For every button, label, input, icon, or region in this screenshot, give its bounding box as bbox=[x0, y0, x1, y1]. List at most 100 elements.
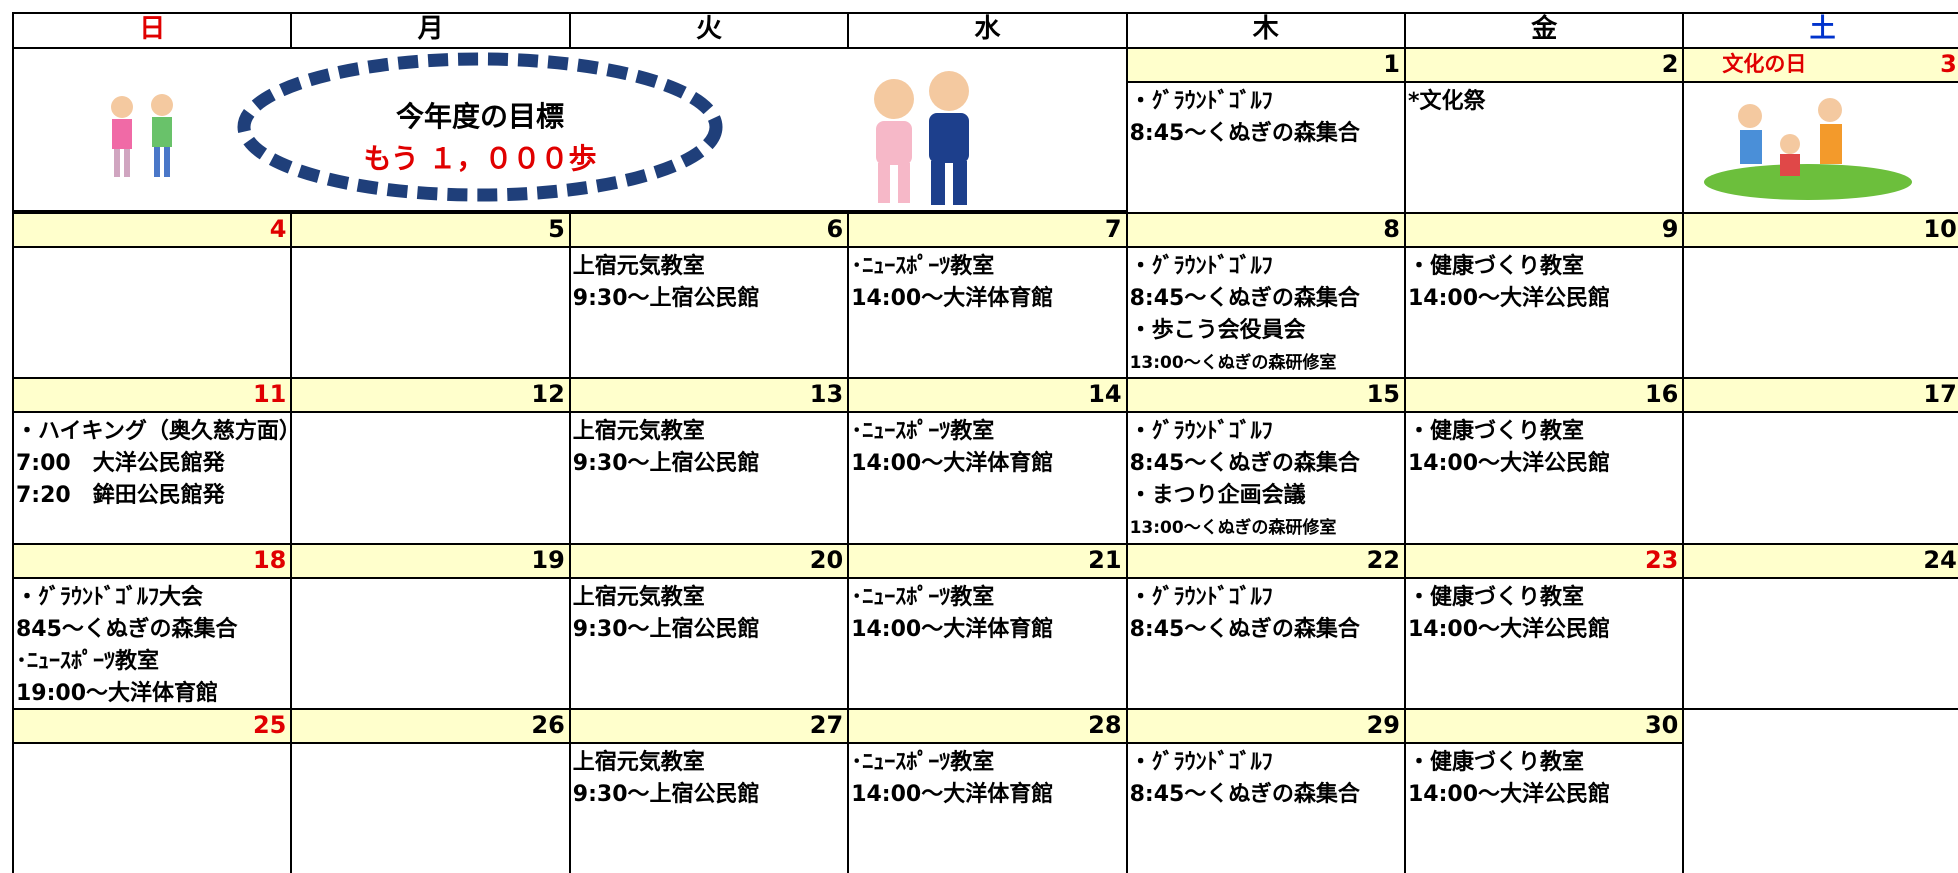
date-row: 14 bbox=[847, 377, 1128, 414]
date-row: 23 bbox=[1404, 542, 1685, 579]
date-row: 28 bbox=[847, 707, 1128, 744]
date-row: 7 bbox=[847, 212, 1128, 249]
goal-title: 今年度の目標 bbox=[395, 100, 564, 133]
day-cell: ・健康づくり教室 14:00～大洋公民館 bbox=[1404, 576, 1685, 710]
event-text: ・ｸﾞﾗｳﾝﾄﾞｺﾞﾙﾌ bbox=[1129, 419, 1273, 445]
event-text: 7:00 大洋公民館発 bbox=[16, 451, 225, 477]
event-text: 8:45～くぬぎの森集合 bbox=[1129, 286, 1360, 312]
date-row: 19 bbox=[290, 542, 571, 579]
day-cell: ･ﾆｭｰｽﾎﾟｰﾂ教室 14:00～大洋体育館 bbox=[847, 411, 1128, 545]
date-row: 20 bbox=[568, 542, 850, 579]
date-row: 13 bbox=[568, 377, 850, 414]
date-row: 22 bbox=[1125, 542, 1406, 579]
day-cell bbox=[290, 411, 571, 545]
day-cell bbox=[12, 246, 293, 380]
date-number: 1 bbox=[1383, 50, 1400, 78]
date-number: 9 bbox=[1661, 215, 1679, 244]
event-text: ・まつり企画会議 bbox=[1129, 483, 1306, 509]
date-row: 27 bbox=[568, 707, 850, 744]
date-row: 10 bbox=[1682, 212, 1958, 249]
day-cell bbox=[1682, 576, 1958, 710]
event-text: 8:45～くぬぎの森集合 bbox=[1129, 451, 1360, 477]
event-text: 上宿元気教室 bbox=[572, 749, 705, 775]
date-row: 4 bbox=[12, 212, 293, 249]
weekday-header: 月 bbox=[290, 12, 571, 49]
day-cell: 上宿元気教室 9:30～上宿公民館 bbox=[568, 246, 850, 380]
day-cell bbox=[1682, 81, 1958, 215]
date-number: 19 bbox=[531, 545, 565, 574]
date-number: 7 bbox=[1104, 215, 1122, 244]
event-text: ・健康づくり教室 bbox=[1408, 749, 1585, 775]
weekday-header: 水 bbox=[847, 12, 1128, 49]
day-cell bbox=[1682, 246, 1958, 380]
day-cell: ・ｸﾞﾗｳﾝﾄﾞｺﾞﾙﾌ 8:45～くぬぎの森集合 bbox=[1125, 576, 1406, 710]
date-number: 2 bbox=[1661, 50, 1679, 78]
weekday-header: 金 bbox=[1404, 12, 1685, 49]
date-number: 12 bbox=[531, 380, 565, 409]
event-text: ・健康づくり教室 bbox=[1408, 254, 1585, 280]
day-cell: 上宿元気教室 9:30～上宿公民館 bbox=[568, 741, 850, 873]
date-row: 3 文化の日 bbox=[1682, 47, 1958, 83]
day-cell: ・ｸﾞﾗｳﾝﾄﾞｺﾞﾙﾌ 8:45～くぬぎの森集合 bbox=[1125, 81, 1406, 215]
day-cell: ・ｸﾞﾗｳﾝﾄﾞｺﾞﾙﾌ 8:45～くぬぎの森集合 ・まつり企画会議 13:00～くぬ… bbox=[1125, 411, 1406, 545]
date-row: 30 bbox=[1404, 707, 1685, 744]
event-text: ・ｸﾞﾗｳﾝﾄﾞｺﾞﾙﾌ bbox=[1129, 89, 1273, 114]
date-number: 29 bbox=[1366, 710, 1400, 739]
exercise-icon bbox=[1704, 98, 1912, 200]
walkers-icon bbox=[111, 94, 173, 177]
weekday-header: 土 bbox=[1682, 12, 1958, 49]
goal-graphics bbox=[111, 52, 969, 205]
event-text: 14:00～大洋体育館 bbox=[851, 451, 1054, 477]
event-text: 上宿元気教室 bbox=[572, 254, 705, 280]
date-row: 29 bbox=[1125, 707, 1406, 744]
date-number: 4 bbox=[269, 215, 287, 244]
weekday-header: 火 bbox=[568, 12, 850, 49]
day-cell: ･ﾆｭｰｽﾎﾟｰﾂ教室 14:00～大洋体育館 bbox=[847, 246, 1128, 380]
event-text: ・ｸﾞﾗｳﾝﾄﾞｺﾞﾙﾌ bbox=[1129, 584, 1273, 610]
date-number: 28 bbox=[1088, 710, 1122, 739]
weekday-header: 木 bbox=[1125, 12, 1406, 49]
date-number: 18 bbox=[252, 545, 287, 574]
date-row: 26 bbox=[290, 707, 571, 744]
date-number: 23 bbox=[1644, 545, 1679, 574]
date-number: 8 bbox=[1383, 215, 1400, 244]
event-text: 8:45～くぬぎの森集合 bbox=[1129, 781, 1360, 807]
day-cell bbox=[290, 576, 571, 710]
day-cell: ・ｸﾞﾗｳﾝﾄﾞｺﾞﾙﾌ大会 845～くぬぎの森集合 ･ﾆｭｰｽﾎﾟｰﾂ教室 19:0… bbox=[12, 576, 293, 710]
day-cell: *文化祭 bbox=[1404, 81, 1685, 215]
date-row: 5 bbox=[290, 212, 571, 249]
holiday-label: 文化の日 bbox=[1722, 52, 1807, 76]
event-text: 上宿元気教室 bbox=[572, 584, 705, 610]
date-number: 30 bbox=[1644, 710, 1679, 739]
event-text: 9:30～上宿公民館 bbox=[572, 451, 760, 477]
date-row: 18 bbox=[12, 542, 293, 579]
event-text: 14:00～大洋公民館 bbox=[1408, 286, 1611, 312]
event-text: 14:00～大洋公民館 bbox=[1408, 451, 1611, 477]
day-cell: ・健康づくり教室 14:00～大洋公民館 bbox=[1404, 246, 1685, 380]
day-cell: 上宿元気教室 9:30～上宿公民館 bbox=[568, 576, 850, 710]
event-text: 19:00～大洋体育館 bbox=[16, 680, 219, 706]
date-number: 14 bbox=[1088, 380, 1122, 409]
joggers-icon bbox=[874, 71, 969, 205]
date-row: 9 bbox=[1404, 212, 1685, 249]
event-text: ･ﾆｭｰｽﾎﾟｰﾂ教室 bbox=[16, 648, 160, 674]
date-number: 11 bbox=[252, 380, 287, 409]
day-cell: ・ｸﾞﾗｳﾝﾄﾞｺﾞﾙﾌ 8:45～くぬぎの森集合 ・歩こう会役員会 13:00～くぬ… bbox=[1125, 246, 1406, 380]
event-text: 9:30～上宿公民館 bbox=[572, 616, 760, 642]
day-cell: ・健康づくり教室 14:00～大洋公民館 bbox=[1404, 741, 1685, 873]
day-cell: ・ハイキング（奥久慈方面） 7:00 大洋公民館発 7:20 鉾田公民館発 bbox=[12, 411, 301, 545]
day-cell: 上宿元気教室 9:30～上宿公民館 bbox=[568, 411, 850, 545]
event-text: 上宿元気教室 bbox=[572, 419, 705, 445]
event-text: ･ﾆｭｰｽﾎﾟｰﾂ教室 bbox=[851, 419, 995, 445]
day-cell bbox=[1682, 411, 1958, 545]
event-text: ・ｸﾞﾗｳﾝﾄﾞｺﾞﾙﾌ bbox=[1129, 254, 1273, 280]
date-number: 5 bbox=[548, 215, 565, 244]
date-row: 15 bbox=[1125, 377, 1406, 414]
date-number: 3 bbox=[1940, 50, 1957, 78]
date-number: 24 bbox=[1923, 545, 1957, 574]
event-text: 9:30～上宿公民館 bbox=[572, 286, 760, 312]
event-text: 9:30～上宿公民館 bbox=[572, 781, 760, 807]
date-number: 21 bbox=[1088, 545, 1122, 574]
day-cell bbox=[12, 741, 293, 873]
